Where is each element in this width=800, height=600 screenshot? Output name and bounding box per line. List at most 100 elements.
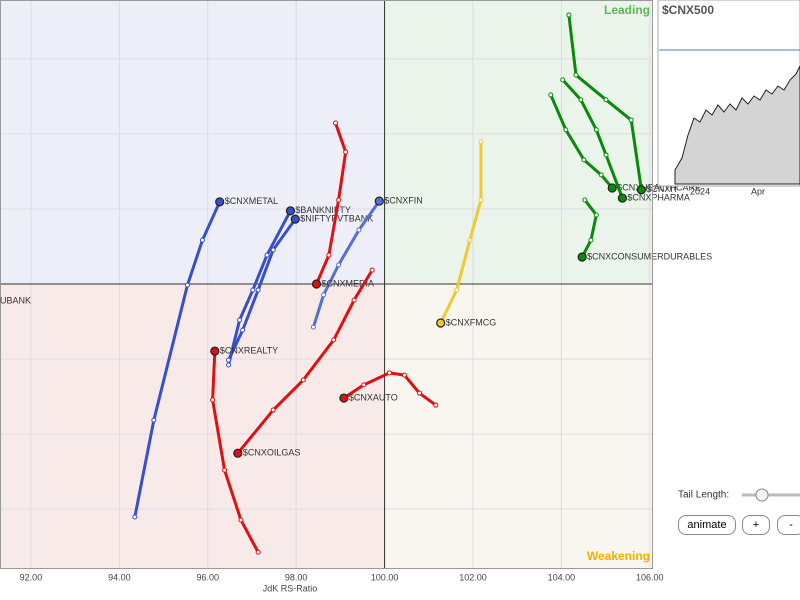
- head-point: [636, 185, 646, 195]
- tail-point: [264, 252, 270, 258]
- tail-label: Tail Length:: [678, 490, 729, 501]
- tail-point: [222, 467, 228, 473]
- head-point: [436, 318, 446, 328]
- tail-point: [356, 227, 362, 233]
- tail-point: [563, 127, 569, 133]
- tail-point: [336, 197, 342, 203]
- tail-point: [578, 97, 584, 103]
- quadrant-improving: [0, 0, 385, 284]
- x-axis-title: JdK RS-Ratio: [263, 583, 318, 593]
- tail-line: [342, 371, 438, 407]
- head-point: [210, 346, 220, 356]
- head-point: [233, 448, 243, 458]
- minus-button[interactable]: -: [777, 515, 800, 535]
- tail-point: [454, 287, 460, 293]
- plot-border: [0, 0, 653, 569]
- tail-point: [603, 152, 609, 158]
- tail-point: [560, 77, 566, 83]
- tail-point: [310, 324, 316, 330]
- tail-point: [566, 12, 572, 18]
- tail-point: [548, 92, 554, 98]
- tail-point: [132, 514, 138, 520]
- series-label: $CNXMEDIA: [321, 278, 374, 288]
- tail-point: [433, 402, 439, 408]
- head-point: [290, 214, 300, 224]
- head-point: [577, 252, 587, 262]
- quadrant-label: Weakening: [587, 549, 650, 563]
- head-point: [285, 206, 296, 216]
- tail-point: [226, 357, 232, 363]
- mini-axis-label: 2024: [690, 186, 710, 196]
- mini-title: $CNX500: [662, 3, 714, 17]
- tail-point: [255, 549, 261, 555]
- tail-point: [333, 120, 339, 126]
- series-label: $CNXAUTO: [349, 392, 398, 402]
- tail-point: [250, 287, 256, 293]
- series-label: $CNXIT: [646, 184, 679, 194]
- series-label: $CNXMETAL: [225, 196, 278, 206]
- slider-knob[interactable]: [755, 488, 769, 502]
- quadrant-lagging: [0, 284, 385, 568]
- x-tick-label: 98.00: [285, 572, 308, 582]
- series-label: $CNXREALTY: [220, 346, 278, 356]
- x-tick-label: 96.00: [196, 572, 219, 582]
- tail-point: [467, 237, 473, 243]
- tail-point: [255, 287, 261, 293]
- tail-point: [336, 262, 342, 268]
- tail-point: [351, 297, 357, 303]
- x-tick-label: 102.00: [459, 572, 487, 582]
- series-label: $CNXHEALTHCARE: [617, 182, 701, 192]
- tail-point: [237, 317, 243, 323]
- tail-point: [210, 397, 216, 403]
- mini-axis-label: Apr: [751, 186, 765, 196]
- tail-point: [343, 149, 349, 155]
- head-point: [617, 193, 627, 203]
- tail-point: [321, 292, 327, 298]
- tail-point: [478, 197, 484, 203]
- tail-point: [369, 267, 375, 273]
- mini-area: [674, 65, 800, 185]
- tail-point: [478, 139, 484, 145]
- x-tick-label: 106.00: [636, 572, 664, 582]
- tail-point: [598, 172, 604, 178]
- tail-point: [588, 237, 594, 243]
- annotation: UBANK: [0, 295, 31, 305]
- tail-point: [628, 117, 634, 123]
- tail-point: [593, 127, 599, 133]
- tail-point: [199, 237, 205, 243]
- tail-point: [270, 407, 276, 413]
- tail-point: [386, 370, 392, 376]
- tail-line: [236, 268, 374, 455]
- head-point: [339, 393, 349, 403]
- series-label: $CNXFMCG: [446, 317, 497, 327]
- quadrant-leading: [384, 0, 652, 284]
- series-label: $CNXCONSUMERDURABLES: [587, 251, 712, 261]
- head-point: [215, 197, 225, 207]
- plus-button[interactable]: +: [742, 515, 770, 535]
- tail-point: [581, 157, 587, 163]
- tail-point: [226, 362, 232, 368]
- x-tick-label: 100.00: [371, 572, 399, 582]
- head-point: [607, 183, 617, 193]
- animate-button[interactable]: animate: [678, 515, 736, 535]
- tail-point: [401, 372, 407, 378]
- quadrant-weakening: [384, 284, 652, 568]
- tail-point: [603, 97, 609, 103]
- series-label: $CNXFIN: [384, 195, 423, 205]
- series-label: $CNXPHARMA: [627, 192, 690, 202]
- tail-point: [151, 417, 157, 423]
- tail-point: [240, 327, 246, 333]
- tail-point: [326, 252, 332, 258]
- head-point: [311, 279, 322, 289]
- tail-point: [582, 197, 588, 203]
- tail-point: [361, 382, 367, 388]
- tail-point: [573, 72, 579, 78]
- series-label: $CNXOILGAS: [243, 448, 301, 458]
- quadrant-label: Leading: [604, 3, 650, 17]
- tail-point: [593, 212, 599, 218]
- x-tick-label: 92.00: [20, 572, 43, 582]
- tail-point: [331, 337, 337, 343]
- tail-point: [416, 390, 422, 396]
